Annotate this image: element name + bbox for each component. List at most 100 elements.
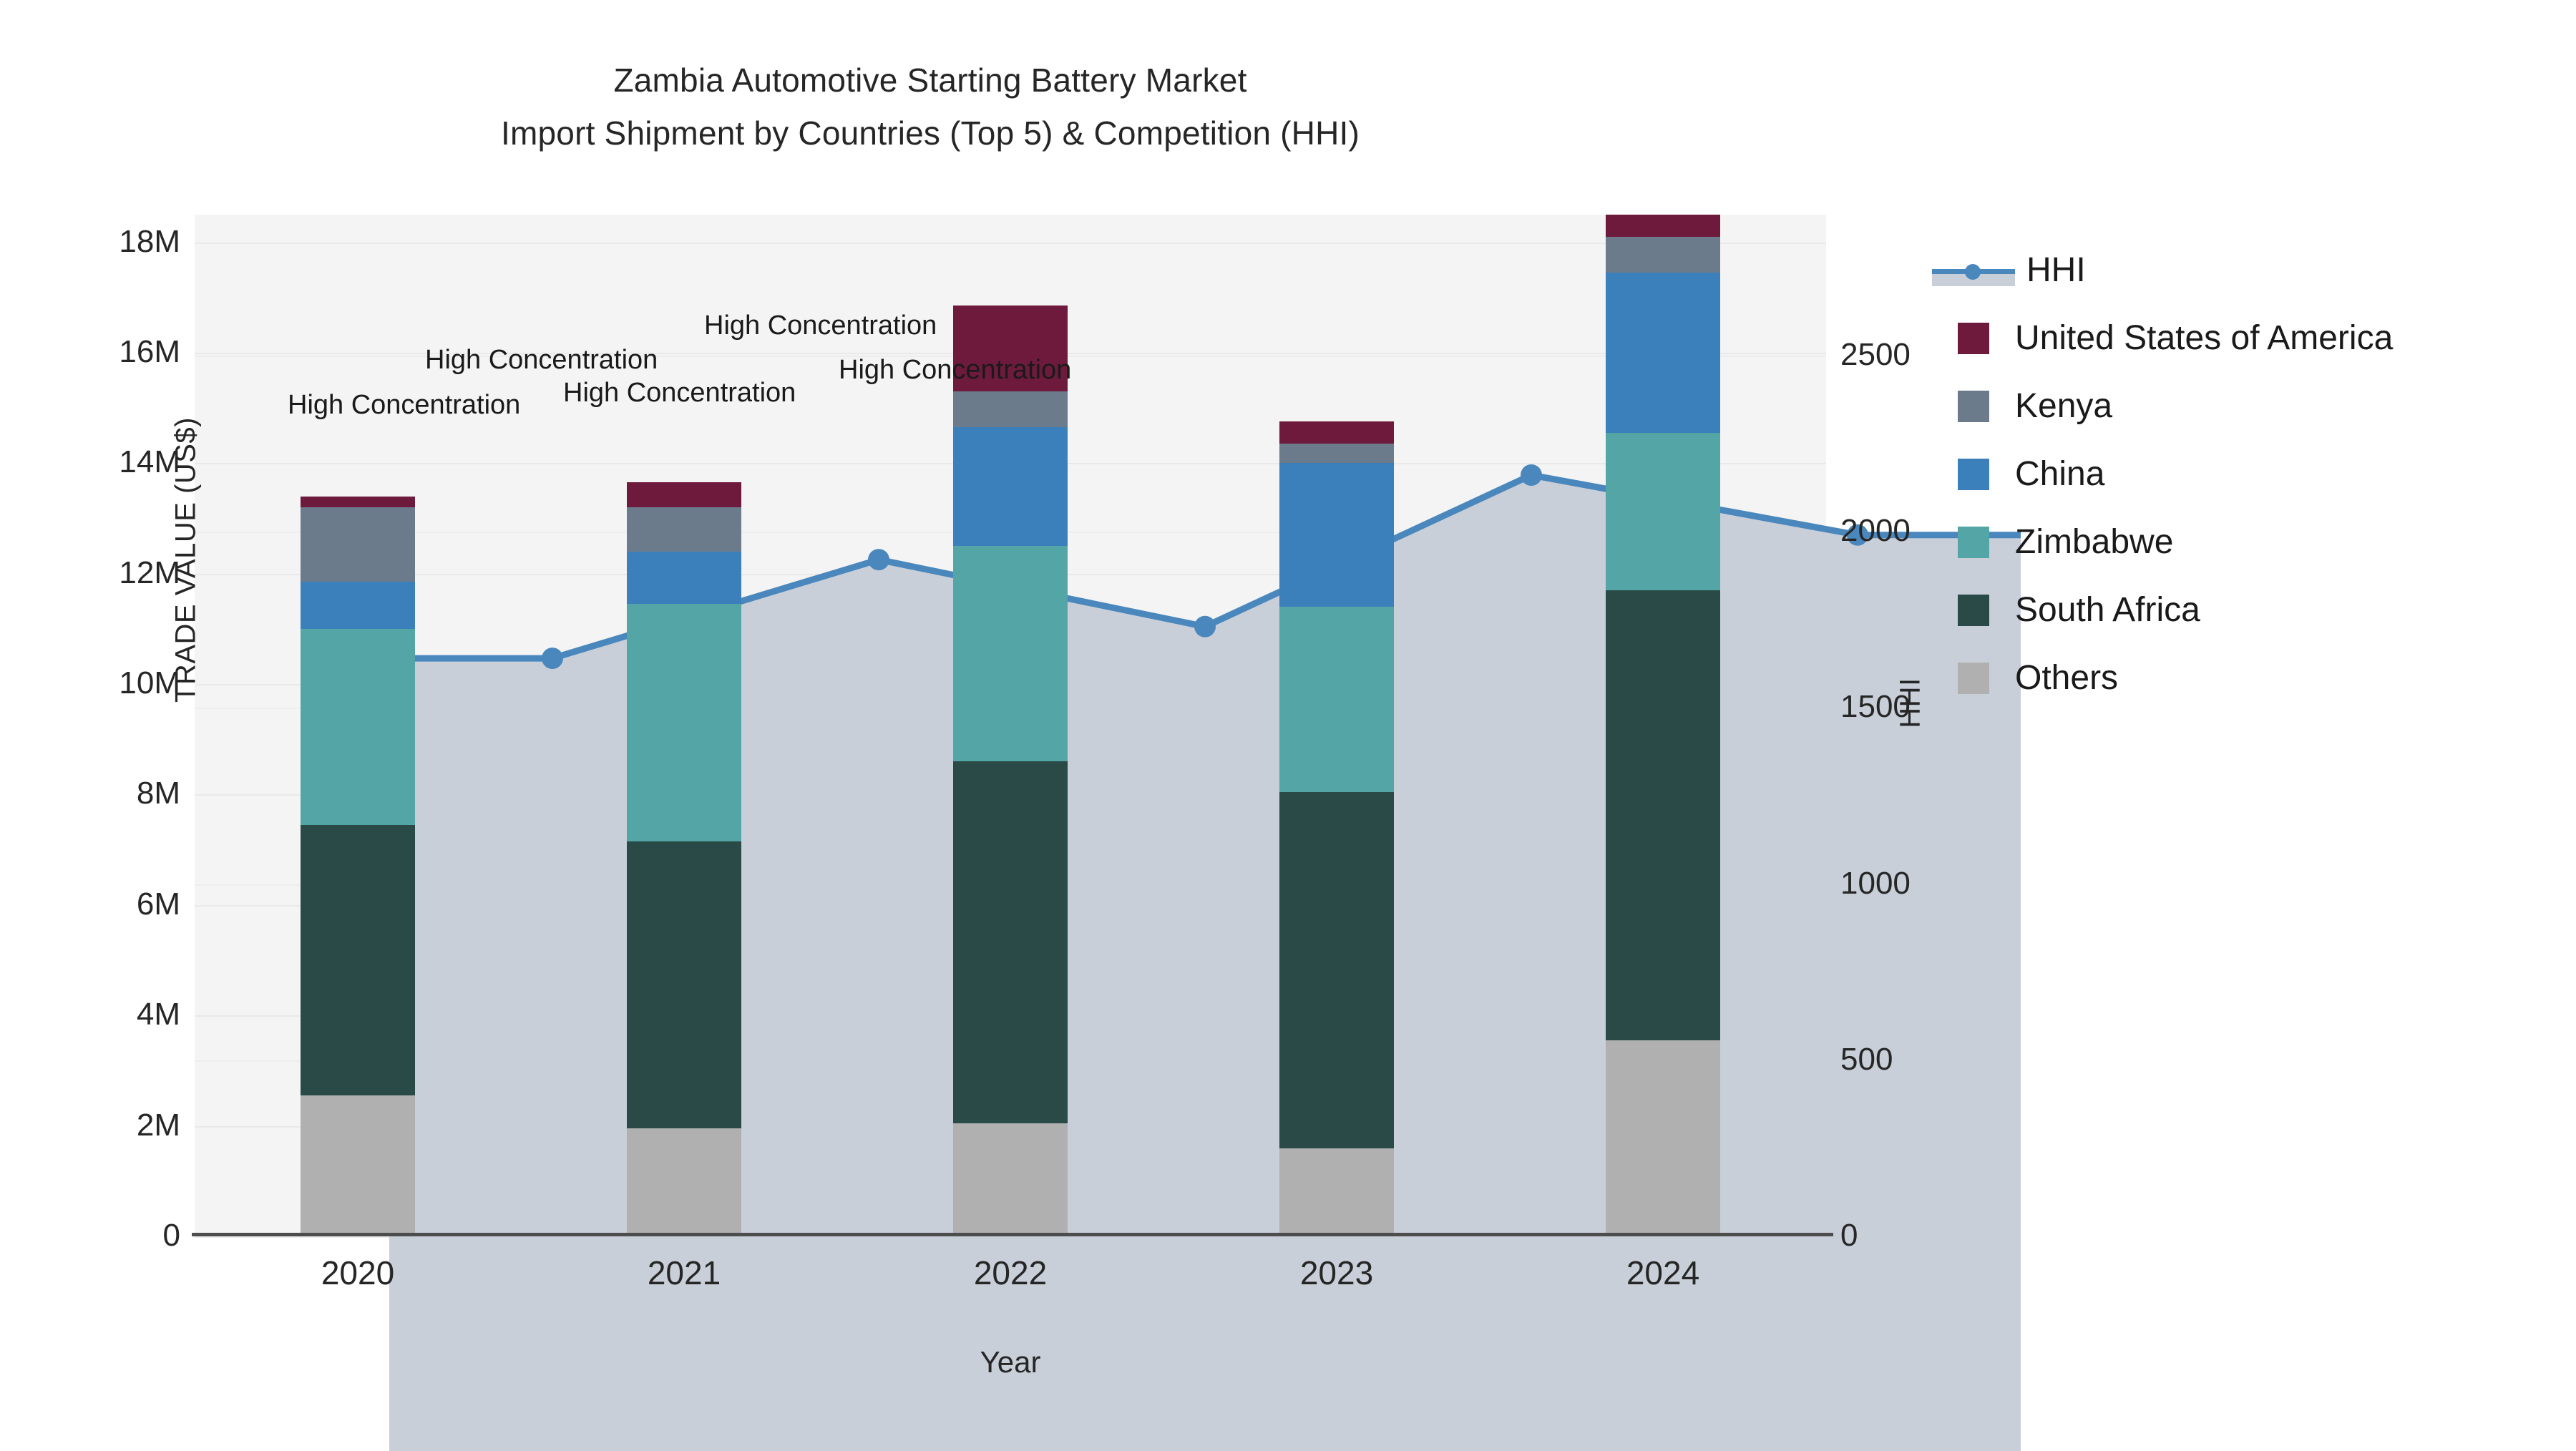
y-axis-left-tick-label: 8M xyxy=(136,776,180,811)
legend-area-band xyxy=(1932,273,2015,286)
high-concentration-annotation: High Concentration xyxy=(425,345,658,375)
hhi-data-point[interactable] xyxy=(1521,464,1542,487)
x-axis-tick-label: 2021 xyxy=(647,1254,721,1291)
hhi-data-point[interactable] xyxy=(542,648,563,670)
bar-stack[interactable] xyxy=(953,215,1068,1236)
bar-segment[interactable] xyxy=(627,551,741,605)
y-axis-origin-tick xyxy=(192,1233,195,1236)
x-axis-tick-label: 2020 xyxy=(321,1254,395,1291)
bar-stack[interactable] xyxy=(1279,215,1394,1236)
bar-segment[interactable] xyxy=(1279,607,1394,792)
gridline-left xyxy=(195,242,1826,244)
hhi-data-point[interactable] xyxy=(868,549,889,571)
legend-item-label: South Africa xyxy=(2015,591,2200,629)
x-axis-tick-label: 2023 xyxy=(1299,1254,1374,1291)
bar-segment[interactable] xyxy=(1606,273,1720,433)
bar-stack[interactable] xyxy=(627,215,741,1236)
legend: HHI United States of America Kenya China Zim… xyxy=(1932,236,2562,712)
bar-segment[interactable] xyxy=(1279,791,1394,1148)
legend-item-label: Others xyxy=(2015,659,2119,697)
bar-segment[interactable] xyxy=(627,841,741,1129)
high-concentration-annotation: High Concentration xyxy=(704,311,937,341)
bar-segment[interactable] xyxy=(301,507,415,582)
y-axis-right-tick-label: 2000 xyxy=(1840,513,1911,549)
bar-segment[interactable] xyxy=(301,628,415,825)
bar-segment[interactable] xyxy=(1606,590,1720,1040)
bar-segment[interactable] xyxy=(953,761,1068,1123)
bar-stack[interactable] xyxy=(1606,215,1720,1236)
y-axis-right-tick-label: 500 xyxy=(1840,1041,1893,1077)
x-axis-tick-label: 2022 xyxy=(973,1254,1048,1291)
bar-segment[interactable] xyxy=(1606,236,1720,273)
bar-segment[interactable] xyxy=(1279,463,1394,607)
bar-segment[interactable] xyxy=(953,306,1068,392)
x-axis-label: Year xyxy=(980,1345,1041,1379)
bar-segment[interactable] xyxy=(627,507,741,552)
hhi-data-point[interactable] xyxy=(1847,524,1868,546)
x-axis-tick-label: 2024 xyxy=(1626,1254,1700,1291)
x-axis-line xyxy=(195,1233,1833,1236)
legend-color-swatch xyxy=(1958,322,1989,354)
bar-segment[interactable] xyxy=(1606,432,1720,590)
bar-segment[interactable] xyxy=(1279,444,1394,464)
y-axis-left-tick-label: 10M xyxy=(119,665,180,701)
legend-item[interactable]: South Africa xyxy=(1932,576,2562,644)
y-axis-left-tick-label: 2M xyxy=(136,1107,180,1143)
bar-segment[interactable] xyxy=(301,496,415,508)
legend-item[interactable]: United States of America xyxy=(1932,304,2562,372)
y-axis-left-tick-label: 4M xyxy=(136,997,180,1032)
high-concentration-annotation: High Concentration xyxy=(839,355,1072,385)
bar-stack[interactable] xyxy=(301,215,415,1236)
legend-item-label: United States of America xyxy=(2015,319,2394,357)
legend-item[interactable]: Zimbabwe xyxy=(1932,508,2562,576)
y-axis-left-tick-label: 16M xyxy=(119,333,180,369)
legend-item-label: Kenya xyxy=(2015,387,2113,425)
legend-item-label: HHI xyxy=(2026,251,2086,289)
bar-series xyxy=(195,215,1826,1236)
bar-segment[interactable] xyxy=(953,391,1068,428)
plot-area: High Concentration High Concentration High… xyxy=(195,215,2021,1451)
legend-item[interactable]: China xyxy=(1932,440,2562,508)
legend-item-label: Zimbabwe xyxy=(2015,523,2174,561)
legend-color-swatch xyxy=(1958,526,1989,558)
y-axis-left-label: TRADE VALUE (US$) xyxy=(170,417,202,703)
high-concentration-annotation: High Concentration xyxy=(563,378,796,408)
chart-title-line-2: Import Shipment by Countries (Top 5) & C… xyxy=(501,114,1360,152)
bar-segment[interactable] xyxy=(627,604,741,842)
bar-segment[interactable] xyxy=(301,1095,415,1236)
legend-item[interactable]: HHI xyxy=(1932,236,2562,304)
bar-segment[interactable] xyxy=(953,1123,1068,1236)
bar-segment[interactable] xyxy=(953,546,1068,762)
annotation-layer: High Concentration High Concentration High… xyxy=(195,215,1826,1236)
legend-item[interactable]: Others xyxy=(1932,644,2562,712)
legend-color-swatch xyxy=(1958,458,1989,490)
high-concentration-annotation: High Concentration xyxy=(288,390,521,420)
bar-segment[interactable] xyxy=(627,1128,741,1236)
bar-segment[interactable] xyxy=(1279,1148,1394,1236)
legend-item[interactable]: Kenya xyxy=(1932,372,2562,440)
chart-title: Zambia Automotive Starting Battery Marke… xyxy=(0,54,1860,160)
legend-color-swatch xyxy=(1958,390,1989,422)
y-axis-right-label: HHI xyxy=(1894,678,1926,728)
bar-segment[interactable] xyxy=(627,482,741,508)
y-axis-left-tick-label: 14M xyxy=(119,444,180,480)
bar-segment[interactable] xyxy=(1606,215,1720,237)
y-axis-left-tick-label: 18M xyxy=(119,223,180,259)
bar-segment[interactable] xyxy=(301,824,415,1096)
y-axis-right-tick-label: 1000 xyxy=(1840,865,1911,901)
bar-segment[interactable] xyxy=(953,427,1068,547)
legend-line-dot xyxy=(1965,263,1981,280)
y-axis-right-tick-label: 2500 xyxy=(1840,336,1911,372)
bar-segment[interactable] xyxy=(1606,1040,1720,1236)
legend-color-swatch xyxy=(1958,594,1989,626)
y-axis-left-tick-label: 6M xyxy=(136,886,180,922)
bar-segment[interactable] xyxy=(301,582,415,629)
chart-title-line-1: Zambia Automotive Starting Battery Marke… xyxy=(613,62,1247,99)
hhi-data-point[interactable] xyxy=(1194,615,1216,637)
legend-color-swatch xyxy=(1958,662,1989,694)
y-axis-left-tick-label: 12M xyxy=(119,554,180,590)
legend-item-label: China xyxy=(2015,455,2105,493)
bar-segment[interactable] xyxy=(1279,421,1394,444)
y-axis-right-tick-label: 1500 xyxy=(1840,689,1911,725)
